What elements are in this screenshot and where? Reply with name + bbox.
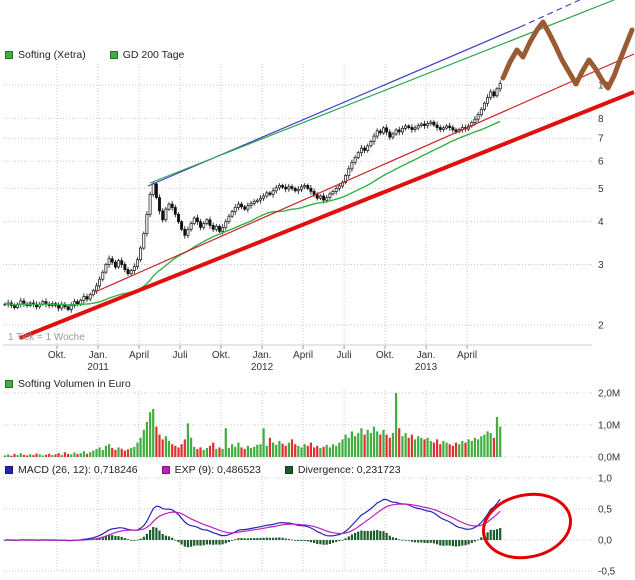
svg-text:2012: 2012 [251, 362, 274, 373]
svg-text:1,0M: 1,0M [598, 421, 620, 432]
series-swatch-icon [5, 51, 13, 59]
series-swatch-icon [5, 380, 13, 388]
svg-text:April: April [293, 350, 313, 361]
series-label: EXP (9): 0,486523 [174, 464, 261, 476]
svg-text:Jan.: Jan. [417, 350, 436, 361]
exp-legend-item: EXP (9): 0,486523 [161, 464, 261, 476]
svg-text:6: 6 [598, 157, 604, 168]
svg-text:2,0M: 2,0M [598, 389, 620, 400]
macd-lines-layer [4, 498, 501, 542]
gd200-legend-item: GD 200 Tage [109, 49, 185, 61]
svg-text:April: April [457, 350, 477, 361]
series-label: Softing (Xetra) [18, 49, 86, 61]
trendline-layer [19, 0, 635, 340]
macd-legend-item: MACD (26, 12): 0,718246 [5, 464, 138, 476]
svg-text:Jan.: Jan. [253, 350, 272, 361]
svg-text:Juli: Juli [173, 350, 188, 361]
svg-text:2013: 2013 [415, 362, 438, 373]
gd200-line-layer [4, 120, 501, 306]
svg-text:Okt.: Okt. [376, 350, 394, 361]
svg-text:1,0: 1,0 [598, 474, 612, 485]
divergence-legend-item: Divergence: 0,231723 [284, 464, 401, 476]
candlestick-layer [3, 80, 502, 313]
svg-text:Okt.: Okt. [212, 350, 230, 361]
price-legend-item: Softing (Xetra) [5, 49, 86, 61]
svg-text:-0,5: -0,5 [598, 567, 616, 578]
price-legend: Softing (Xetra) GD 200 Tage [5, 49, 208, 61]
gridlines-layer [3, 64, 592, 572]
highlight-ellipse-layer [481, 492, 573, 560]
svg-text:3: 3 [598, 260, 604, 271]
tick-scale-note: 1 Tick = 1 Woche [8, 332, 85, 343]
series-label: Divergence: 0,231723 [297, 464, 401, 476]
svg-text:8: 8 [598, 114, 604, 125]
svg-text:0,0M: 0,0M [598, 453, 620, 464]
svg-text:5: 5 [598, 184, 604, 195]
macd-legend: MACD (26, 12): 0,718246 EXP (9): 0,48652… [5, 464, 425, 476]
series-label: MACD (26, 12): 0,718246 [18, 464, 138, 476]
svg-text:4: 4 [598, 217, 604, 228]
svg-text:2: 2 [598, 321, 604, 332]
freehand-projection-layer [500, 19, 635, 91]
svg-text:7: 7 [598, 134, 604, 145]
svg-text:0,0: 0,0 [598, 536, 612, 547]
series-swatch-icon [109, 51, 118, 59]
volume-bars-layer [3, 393, 502, 457]
volume-legend-item: Softing Volumen in Euro [5, 378, 131, 390]
series-label: Softing Volumen in Euro [18, 378, 131, 390]
svg-text:Jan.: Jan. [89, 350, 108, 361]
series-swatch-icon [284, 466, 293, 474]
series-label: GD 200 Tage [122, 49, 185, 61]
svg-text:2011: 2011 [87, 362, 109, 373]
series-swatch-icon [161, 466, 170, 474]
svg-text:Okt.: Okt. [48, 350, 66, 361]
macd-divergence-layer [3, 527, 502, 548]
svg-text:0,5: 0,5 [598, 505, 612, 516]
volume-legend: Softing Volumen in Euro [5, 378, 155, 390]
svg-text:April: April [129, 350, 149, 361]
series-swatch-icon [5, 466, 13, 474]
svg-text:Juli: Juli [337, 350, 352, 361]
